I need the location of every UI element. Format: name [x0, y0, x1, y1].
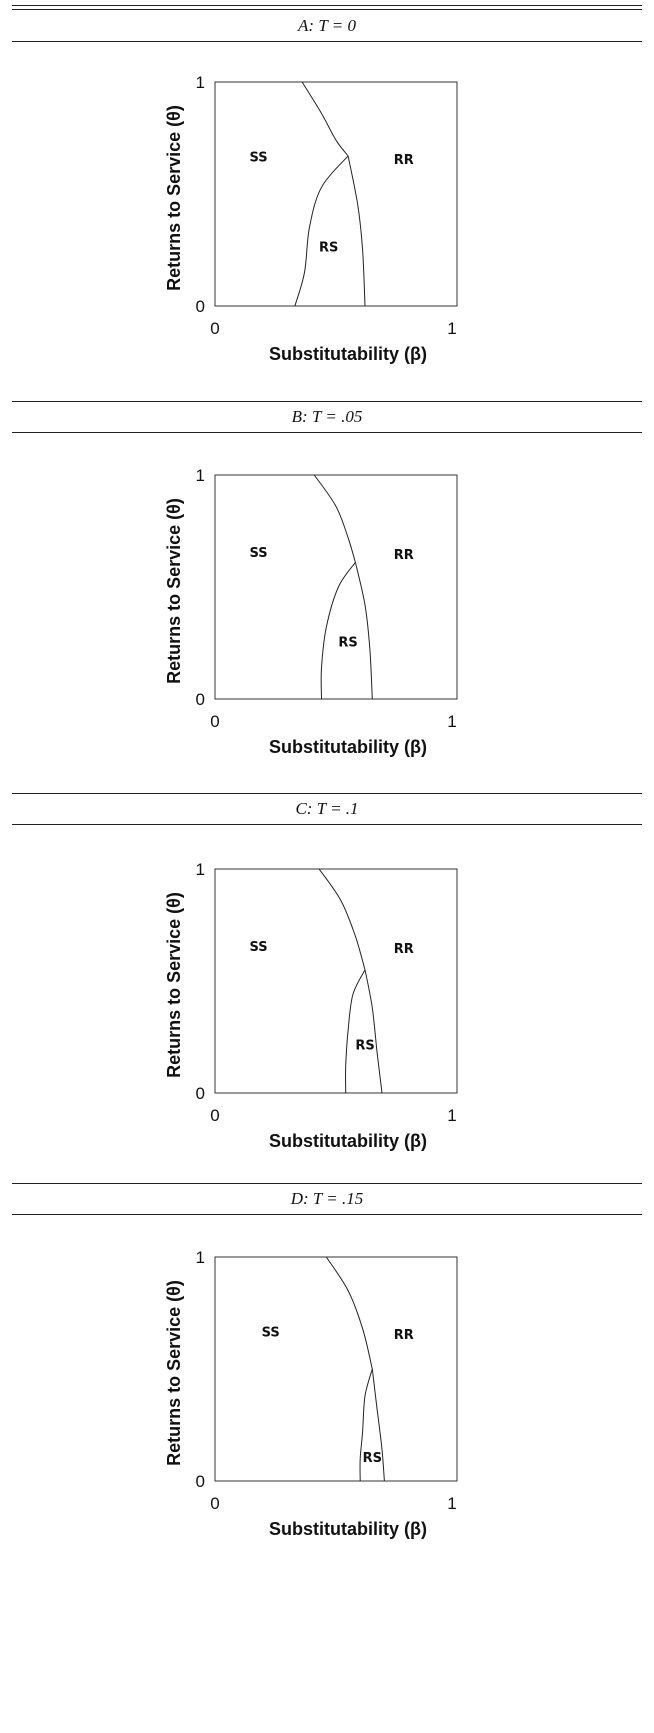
plot-frame — [214, 1256, 458, 1482]
boundary-ss-rr — [313, 474, 356, 563]
region-label-rr: RR — [394, 548, 414, 563]
y-tick-label: 0 — [196, 297, 205, 316]
x-tick-label: 0 — [210, 319, 219, 338]
plot-frame — [214, 81, 458, 307]
panel-c-top-rule — [12, 793, 642, 794]
x-tick-label: 1 — [447, 712, 456, 731]
y-tick-label: 1 — [196, 466, 205, 485]
y-axis-label: Returns to Service (θ) — [164, 1280, 184, 1466]
x-axis-label: Substitutability (β) — [269, 1519, 427, 1539]
panel-a-title: A: T = 0 — [298, 16, 356, 35]
y-tick-label: 1 — [196, 1248, 205, 1267]
y-tick-label: 0 — [196, 690, 205, 709]
panel-a-chart: SS RR RS 0 1 0 1 Substitutability (β) Returns to… — [164, 73, 458, 364]
x-tick-label: 1 — [447, 1106, 456, 1125]
x-tick-label: 0 — [210, 1494, 219, 1513]
x-tick-label: 0 — [210, 712, 219, 731]
x-axis-label: Substitutability (β) — [269, 344, 427, 364]
boundary-ss-rs — [359, 1368, 373, 1482]
panel-c-title-rule — [12, 824, 642, 825]
y-tick-label: 1 — [196, 860, 205, 879]
panel-d-title: D: T = .15 — [290, 1189, 364, 1208]
region-label-rs: RS — [355, 1038, 374, 1053]
boundary-rs-rr — [364, 969, 383, 1094]
plot-frame — [214, 868, 458, 1094]
region-label-ss: SS — [249, 151, 267, 166]
top-rule-inner — [12, 9, 642, 10]
boundary-rs-rr — [371, 1368, 385, 1482]
y-axis-label: Returns to Service (θ) — [164, 498, 184, 684]
y-tick-label: 0 — [196, 1472, 205, 1491]
boundary-ss-rs — [320, 562, 356, 700]
panel-d-top-rule — [12, 1183, 642, 1184]
top-rule-outer — [12, 5, 642, 6]
x-tick-label: 1 — [447, 319, 456, 338]
boundary-ss-rr — [301, 81, 349, 157]
plot-frame — [214, 474, 458, 700]
x-tick-label: 1 — [447, 1494, 456, 1513]
panel-b-title: B: T = .05 — [291, 407, 363, 426]
region-label-rs: RS — [363, 1451, 382, 1466]
y-tick-label: 0 — [196, 1084, 205, 1103]
region-label-ss: SS — [249, 546, 267, 561]
panel-d-title-rule — [12, 1214, 642, 1215]
region-label-rs: RS — [319, 240, 338, 255]
x-axis-label: Substitutability (β) — [269, 1131, 427, 1151]
boundary-ss-rs — [294, 155, 349, 307]
panel-b-top-rule — [12, 401, 642, 402]
panel-c-chart: SS RR RS 0 1 0 1 Substitutability (β) Returns to… — [164, 860, 458, 1151]
panel-b-title-rule — [12, 432, 642, 433]
boundary-rs-rr — [354, 562, 373, 700]
region-label-ss: SS — [249, 940, 267, 955]
region-label-rr: RR — [394, 1328, 414, 1343]
boundary-ss-rr — [325, 1256, 373, 1370]
panel-b-chart: SS RR RS 0 1 0 1 Substitutability (β) Returns to… — [164, 466, 458, 757]
panel-d-chart: SS RR RS 0 1 0 1 Substitutability (β) Returns to… — [164, 1248, 458, 1539]
boundary-rs-rr — [347, 155, 366, 307]
region-label-rr: RR — [394, 942, 414, 957]
region-label-rs: RS — [338, 636, 357, 651]
boundary-ss-rs — [345, 969, 366, 1094]
x-tick-label: 0 — [210, 1106, 219, 1125]
panel-c-title: C: T = .1 — [295, 799, 359, 818]
panel-a-title-rule — [12, 41, 642, 42]
y-axis-label: Returns to Service (θ) — [164, 105, 184, 291]
boundary-ss-rr — [318, 868, 366, 970]
y-axis-label: Returns to Service (θ) — [164, 892, 184, 1078]
region-label-rr: RR — [394, 153, 414, 168]
region-label-ss: SS — [262, 1326, 280, 1341]
x-axis-label: Substitutability (β) — [269, 737, 427, 757]
y-tick-label: 1 — [196, 73, 205, 92]
